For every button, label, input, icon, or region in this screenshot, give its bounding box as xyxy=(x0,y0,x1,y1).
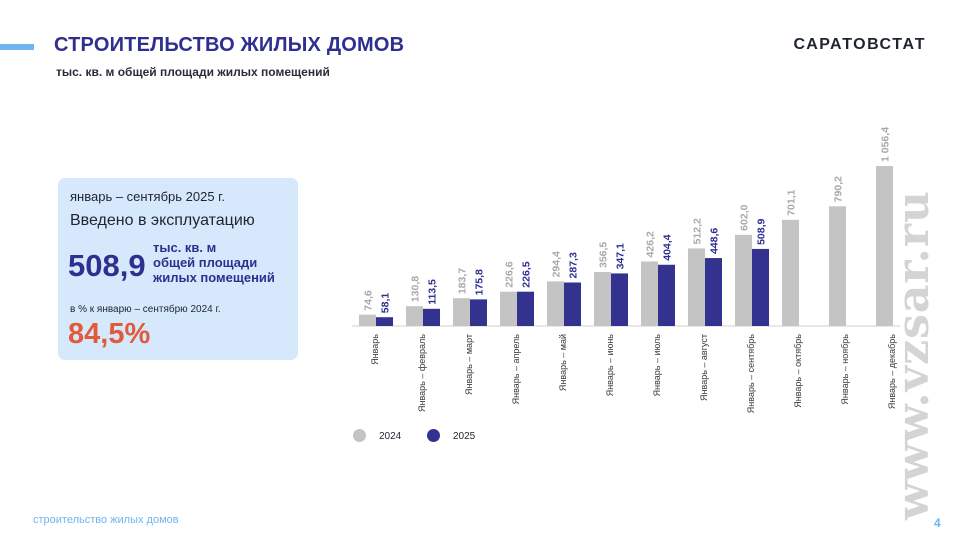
data-label-2024: 130,8 xyxy=(410,276,422,302)
bar-2024 xyxy=(641,261,658,326)
data-label-2025: 58,1 xyxy=(380,293,392,314)
summary-unit-line: тыс. кв. м xyxy=(153,240,217,255)
bar-2025 xyxy=(423,308,440,326)
bar-2024 xyxy=(359,314,376,326)
summary-unit-line: общей площади xyxy=(153,255,258,270)
data-label-2025: 113,5 xyxy=(427,279,439,305)
bar-2024 xyxy=(453,298,470,326)
logo: САРАТОВСТАТ xyxy=(793,36,926,53)
page-subtitle: тыс. кв. м общей площади жилых помещений xyxy=(56,65,330,79)
summary-period: январь – сентябрь 2025 г. xyxy=(70,189,225,204)
data-label-2024: 426,2 xyxy=(645,231,657,257)
data-label-2024: 790,2 xyxy=(833,176,845,202)
bar-2025 xyxy=(564,282,581,326)
data-label-2025: 508,9 xyxy=(756,218,768,244)
data-label-2024: 512,2 xyxy=(692,218,704,244)
category-label: Январь – ноябрь xyxy=(840,334,850,405)
bar-2024 xyxy=(500,291,517,326)
bar-2024 xyxy=(594,272,611,326)
data-label-2024: 701,1 xyxy=(786,189,798,215)
category-label: Январь – декабрь xyxy=(887,334,897,409)
bar-2025 xyxy=(611,273,628,326)
summary-percent: 84,5% xyxy=(68,318,151,350)
bar-2024 xyxy=(688,248,705,326)
data-label-2024: 294,4 xyxy=(551,251,563,277)
bar-2024 xyxy=(547,281,564,326)
watermark: www.vzsar.ru xyxy=(888,190,939,520)
category-label: Январь – август xyxy=(699,334,709,401)
category-label: Январь – июль xyxy=(652,334,662,397)
category-label: Январь xyxy=(370,334,380,365)
data-label-2025: 404,4 xyxy=(662,234,674,260)
data-label-2025: 226,5 xyxy=(521,261,533,287)
data-label-2024: 1 056,4 xyxy=(880,127,892,162)
legend-marker-2024 xyxy=(353,429,366,442)
data-label-2025: 347,1 xyxy=(615,243,627,269)
bar-2025 xyxy=(705,258,722,326)
summary-unit: тыс. кв. м общей площади жилых помещений xyxy=(153,240,293,285)
bar-2024 xyxy=(782,219,799,326)
bar-2024 xyxy=(406,306,423,326)
data-label-2025: 175,8 xyxy=(474,269,486,295)
summary-panel: январь – сентябрь 2025 г. Введено в эксп… xyxy=(58,178,298,360)
bar-2025 xyxy=(376,317,393,326)
data-label-2024: 183,7 xyxy=(457,268,469,294)
legend-label-2025: 2025 xyxy=(453,431,476,442)
bar-2025 xyxy=(470,299,487,326)
category-label: Январь – апрель xyxy=(511,334,521,405)
category-label: Январь – май xyxy=(558,334,568,391)
summary-label: Введено в эксплуатацию xyxy=(70,212,255,229)
category-label: Январь – октябрь xyxy=(793,334,803,408)
category-label: Январь – сентябрь xyxy=(746,334,756,413)
data-label-2024: 602,0 xyxy=(739,204,751,230)
bar-2025 xyxy=(517,291,534,326)
legend-label-2024: 2024 xyxy=(379,431,402,442)
bar-2025 xyxy=(752,248,769,326)
bar-2024 xyxy=(735,234,752,326)
accent-bar xyxy=(0,44,34,50)
category-label: Январь – июнь xyxy=(605,334,615,397)
footer-text: строительство жилых домов xyxy=(33,514,179,526)
bar-2025 xyxy=(658,264,675,326)
data-label-2024: 226,6 xyxy=(504,261,516,287)
data-label-2025: 287,3 xyxy=(568,252,580,278)
category-label: Январь – март xyxy=(464,334,474,395)
page-number: 4 xyxy=(934,516,941,530)
data-label-2024: 74,6 xyxy=(363,290,375,311)
data-label-2024: 356,5 xyxy=(598,242,610,268)
bar-2024 xyxy=(829,206,846,326)
legend-marker-2025 xyxy=(427,429,440,442)
page-title: СТРОИТЕЛЬСТВО ЖИЛЫХ ДОМОВ xyxy=(54,34,405,56)
bar-2024 xyxy=(876,166,893,326)
data-label-2025: 448,6 xyxy=(709,228,721,254)
summary-value: 508,9 xyxy=(68,248,146,283)
summary-compare-label: в % к январю – сентябрю 2024 г. xyxy=(70,304,221,315)
summary-unit-line: жилых помещений xyxy=(153,270,275,285)
category-label: Январь – февраль xyxy=(417,334,427,412)
